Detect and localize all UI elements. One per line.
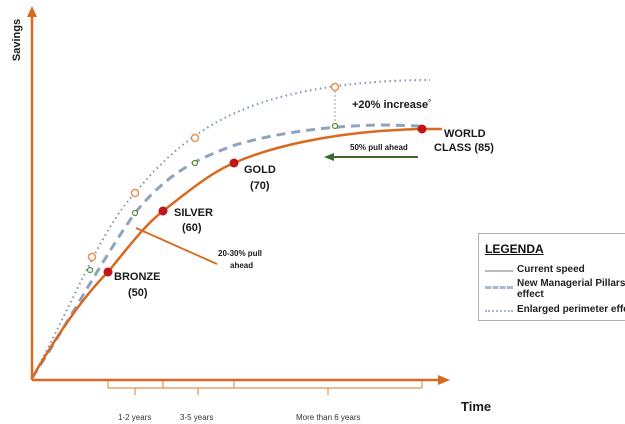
perimeter-marker (130, 188, 140, 198)
dashed-line-swatch (485, 286, 513, 289)
bronze-value: (50) (128, 287, 148, 299)
world-class-value: CLASS (85) (434, 142, 494, 154)
managerial-marker (131, 209, 139, 217)
gold-label: GOLD (244, 164, 276, 176)
legend-label: Current speed (517, 264, 585, 275)
period-1-2-years: 1-2 years (118, 413, 151, 422)
managerial-marker (191, 159, 199, 167)
perimeter-marker (330, 82, 340, 92)
world-class-label: WORLD (444, 128, 486, 140)
current-speed-curve (30, 127, 423, 379)
x-axis-label: Time (461, 399, 491, 414)
legend: LEGENDA Current speed New Managerial Pil… (478, 233, 625, 321)
world-class-dot (417, 124, 427, 134)
managerial-marker (86, 266, 94, 274)
time-brackets (107, 381, 423, 395)
bronze-dot (103, 267, 113, 277)
legend-label-continued: effect (517, 289, 544, 300)
gold-dot (229, 158, 239, 168)
period-3-5-years: 3-5 years (180, 413, 213, 422)
pull-ahead-50-label: 50% pull ahead (350, 143, 408, 152)
pull-ahead-20-30-label-1: 20-30% pull (218, 249, 262, 258)
y-axis-arrowhead (27, 6, 37, 17)
bronze-label: BRONZE (114, 271, 160, 283)
period-6-plus-years: More than 6 years (296, 413, 360, 422)
pull-ahead-50-arrowhead (324, 153, 334, 161)
perimeter-marker (87, 252, 97, 262)
y-axis-label: Savings (11, 19, 23, 61)
managerial-curve (30, 123, 426, 379)
managerial-marker (331, 122, 339, 130)
increase-label: +20% increase° (352, 98, 431, 111)
legend-title: LEGENDA (485, 242, 544, 256)
pull-ahead-20-30-pointer (135, 227, 218, 265)
silver-label: SILVER (174, 207, 213, 219)
legend-label: Enlarged perimeter effect (517, 304, 625, 315)
dotted-line-swatch (485, 310, 513, 312)
silver-dot (158, 206, 168, 216)
solid-line-swatch (485, 270, 513, 272)
silver-value: (60) (182, 222, 202, 234)
x-axis-arrowhead (438, 375, 450, 385)
legend-label: New Managerial Pillars (517, 278, 625, 289)
perimeter-marker (190, 133, 200, 143)
gold-value: (70) (250, 180, 270, 192)
pull-ahead-20-30-label-2: ahead (230, 261, 253, 270)
